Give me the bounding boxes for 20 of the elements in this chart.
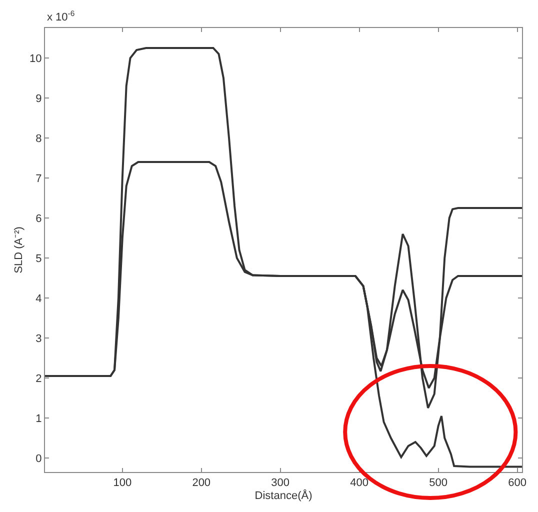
x-tick-label: 100 [113, 477, 132, 490]
y-tick-label: 10 [30, 52, 42, 65]
y-tick-label: 8 [36, 132, 42, 145]
x-tick-label: 400 [350, 477, 368, 490]
y-tick-label: 1 [36, 412, 42, 425]
y-tick-label: 7 [36, 172, 42, 185]
x-tick-label: 300 [271, 477, 290, 490]
text: x 10$^{-6}$ [47, 9, 75, 24]
y-tick-label: 2 [36, 372, 42, 385]
y-axis-title: SLD (A⁻²) [13, 226, 26, 274]
x-axis-title: Distance(Å) [254, 489, 312, 502]
y-tick-label: 9 [36, 92, 42, 105]
x-tick-label: 600 [508, 477, 526, 490]
x-tick-label: 200 [192, 477, 211, 490]
y-tick-label: 5 [36, 252, 42, 265]
y-tick-label: 3 [36, 332, 42, 345]
y-tick-label: 6 [36, 212, 42, 225]
y-tick-label: 0 [36, 452, 42, 465]
x-tick-label: 500 [429, 477, 448, 490]
y-tick-label: 4 [36, 292, 42, 305]
